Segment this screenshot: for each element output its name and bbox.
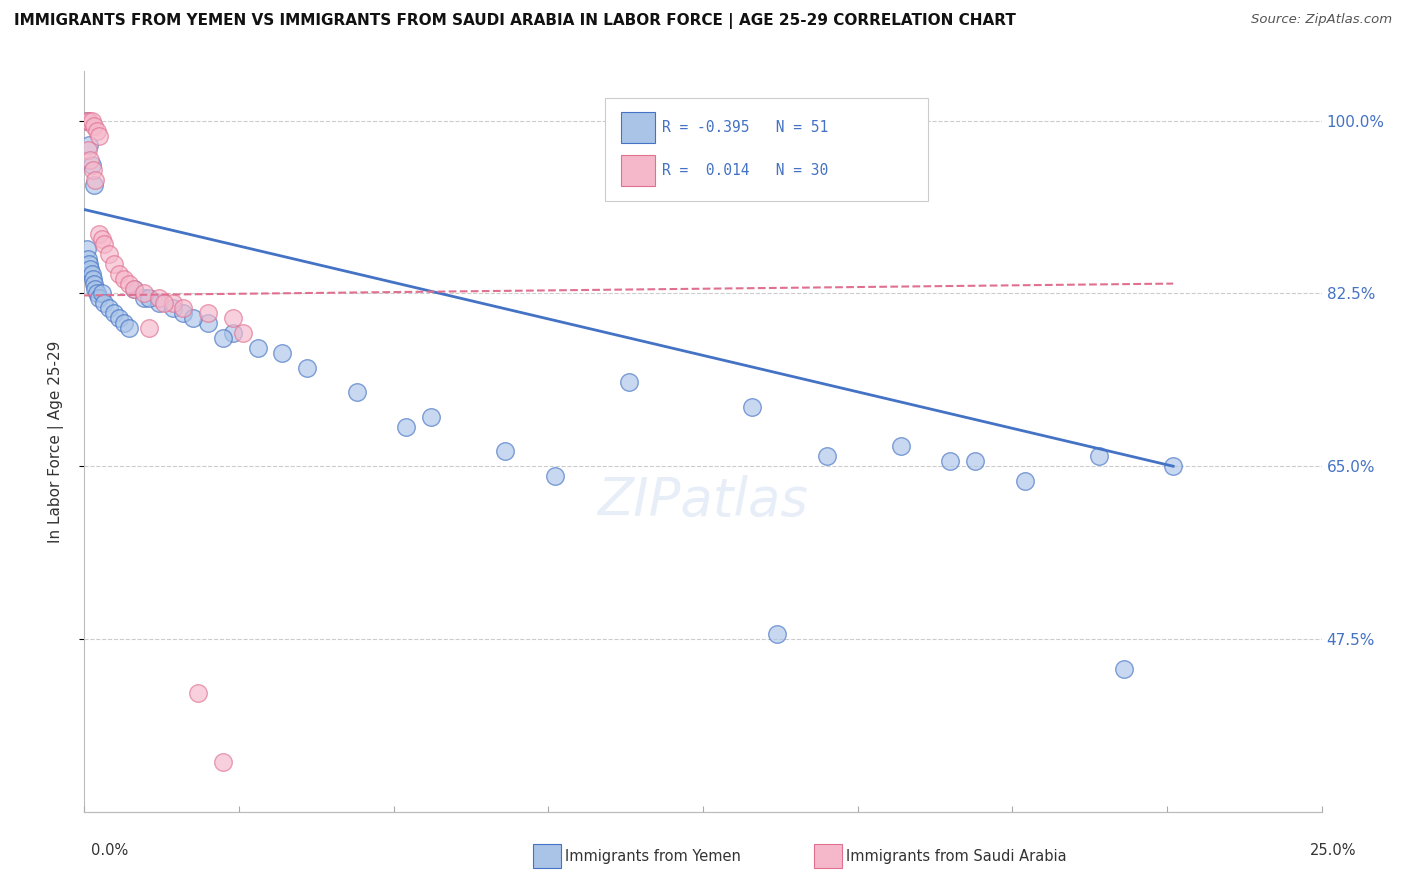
Point xyxy=(90,232,112,246)
Point xyxy=(118,321,141,335)
Point xyxy=(112,271,135,285)
Point xyxy=(76,113,98,128)
Point xyxy=(890,440,912,454)
Text: IMMIGRANTS FROM YEMEN VS IMMIGRANTS FROM SAUDI ARABIA IN LABOR FORCE | AGE 25-29: IMMIGRANTS FROM YEMEN VS IMMIGRANTS FROM… xyxy=(14,13,1017,29)
Text: ZIPatlas: ZIPatlas xyxy=(598,475,808,527)
Point xyxy=(118,277,141,291)
Point xyxy=(1088,450,1111,464)
Point xyxy=(965,454,987,468)
Point xyxy=(93,296,115,310)
Point xyxy=(1014,474,1036,488)
Point xyxy=(98,301,121,316)
Text: Immigrants from Yemen: Immigrants from Yemen xyxy=(565,849,741,863)
Point xyxy=(103,306,125,320)
Point xyxy=(815,450,838,464)
Point xyxy=(138,321,160,335)
Point xyxy=(222,326,245,340)
Y-axis label: In Labor Force | Age 25-29: In Labor Force | Age 25-29 xyxy=(48,341,63,542)
Point xyxy=(222,311,245,326)
Point xyxy=(108,267,131,281)
Text: Immigrants from Saudi Arabia: Immigrants from Saudi Arabia xyxy=(846,849,1067,863)
Point xyxy=(80,113,103,128)
Point xyxy=(543,469,565,483)
Point xyxy=(346,385,368,400)
Point xyxy=(212,756,235,770)
Point xyxy=(79,257,101,271)
Point xyxy=(138,292,160,306)
Point xyxy=(187,686,209,700)
Point xyxy=(76,113,98,128)
Point xyxy=(86,123,108,137)
Point xyxy=(82,163,104,178)
Point xyxy=(89,227,111,242)
Point xyxy=(80,267,103,281)
Point xyxy=(103,257,125,271)
Point xyxy=(617,376,640,390)
Point xyxy=(197,306,219,320)
Point xyxy=(271,345,294,359)
Point xyxy=(741,400,763,414)
Point xyxy=(148,296,170,310)
Point xyxy=(79,138,101,153)
Text: 0.0%: 0.0% xyxy=(91,843,128,858)
Point xyxy=(86,286,108,301)
Point xyxy=(79,113,101,128)
Point xyxy=(1112,662,1135,676)
Point xyxy=(83,178,105,192)
Point xyxy=(93,237,115,252)
Point xyxy=(76,242,98,256)
Point xyxy=(84,281,107,295)
Text: R = -0.395   N = 51: R = -0.395 N = 51 xyxy=(662,120,828,135)
Point xyxy=(84,173,107,187)
Point xyxy=(90,286,112,301)
Point xyxy=(112,316,135,330)
Point xyxy=(295,360,318,375)
Point xyxy=(80,158,103,172)
Point xyxy=(766,627,789,641)
Point xyxy=(98,247,121,261)
Point xyxy=(212,331,235,345)
Text: R =  0.014   N = 30: R = 0.014 N = 30 xyxy=(662,162,828,178)
Point xyxy=(395,419,418,434)
Point xyxy=(246,341,269,355)
Point xyxy=(172,306,194,320)
Point xyxy=(1161,459,1184,474)
Point xyxy=(181,311,204,326)
Point xyxy=(89,292,111,306)
Point xyxy=(122,281,145,295)
Point xyxy=(132,292,155,306)
Point xyxy=(108,311,131,326)
Point xyxy=(162,301,184,316)
Point xyxy=(77,252,100,266)
Point xyxy=(83,119,105,133)
Point xyxy=(197,316,219,330)
Point xyxy=(79,261,101,276)
Point xyxy=(132,286,155,301)
Point xyxy=(83,277,105,291)
Text: Source: ZipAtlas.com: Source: ZipAtlas.com xyxy=(1251,13,1392,27)
Text: 25.0%: 25.0% xyxy=(1310,843,1357,858)
Point xyxy=(152,296,174,310)
Point xyxy=(419,409,441,424)
Point xyxy=(89,128,111,143)
Point xyxy=(162,296,184,310)
Point xyxy=(77,144,100,158)
Point xyxy=(172,301,194,316)
Point xyxy=(494,444,516,458)
Point xyxy=(148,292,170,306)
Point xyxy=(122,281,145,295)
Point xyxy=(939,454,962,468)
Point xyxy=(82,271,104,285)
Point xyxy=(79,153,101,168)
Point xyxy=(232,326,254,340)
